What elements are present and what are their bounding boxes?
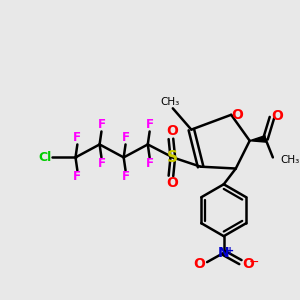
Text: F: F xyxy=(146,158,154,170)
Text: O: O xyxy=(194,257,206,271)
Text: F: F xyxy=(122,170,130,183)
Text: Cl: Cl xyxy=(38,151,52,164)
Text: O: O xyxy=(166,176,178,190)
Text: N: N xyxy=(218,246,230,260)
Text: F: F xyxy=(146,118,154,131)
Text: F: F xyxy=(74,131,81,145)
Text: CH₃: CH₃ xyxy=(160,97,180,107)
Polygon shape xyxy=(250,136,266,142)
Text: +: + xyxy=(226,246,234,256)
Text: CH₃: CH₃ xyxy=(280,155,299,165)
Text: −: − xyxy=(249,256,260,268)
Text: O: O xyxy=(166,124,178,139)
Text: O: O xyxy=(242,257,254,271)
Text: F: F xyxy=(98,158,106,170)
Text: O: O xyxy=(232,108,244,122)
Text: O: O xyxy=(272,109,284,123)
Text: F: F xyxy=(98,118,106,131)
Text: F: F xyxy=(122,131,130,145)
Text: F: F xyxy=(74,170,81,183)
Text: S: S xyxy=(167,150,178,165)
